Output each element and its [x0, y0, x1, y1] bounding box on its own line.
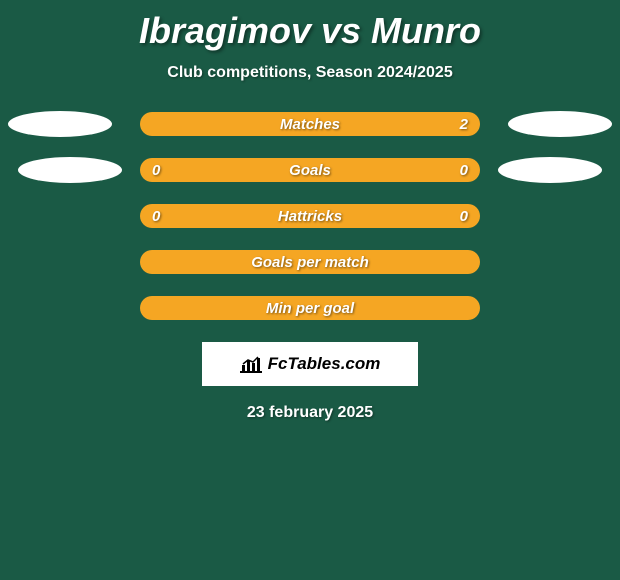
stat-label: Hattricks: [278, 208, 342, 225]
chart-icon: [240, 355, 262, 373]
logo-content: FcTables.com: [240, 354, 381, 374]
stat-bar: 0 Goals 0: [140, 158, 480, 182]
right-ellipse: [508, 111, 612, 137]
right-ellipse: [498, 157, 602, 183]
logo-text: FcTables.com: [268, 354, 381, 374]
left-ellipse: [18, 157, 122, 183]
subtitle: Club competitions, Season 2024/2025: [0, 64, 620, 82]
date-text: 23 february 2025: [0, 404, 620, 422]
logo-box: FcTables.com: [202, 342, 418, 386]
stat-label: Goals per match: [251, 254, 369, 271]
stat-bar: Matches 2: [140, 112, 480, 136]
stat-row-matches: Matches 2: [0, 112, 620, 136]
stat-label: Min per goal: [266, 300, 354, 317]
stat-label: Matches: [280, 116, 340, 133]
left-ellipse: [8, 111, 112, 137]
stat-left-value: 0: [152, 162, 160, 179]
stat-bar: 0 Hattricks 0: [140, 204, 480, 228]
stats-container: Matches 2 0 Goals 0 0 Hattricks 0 Goals …: [0, 112, 620, 320]
stat-bar: Min per goal: [140, 296, 480, 320]
stat-row-goals: 0 Goals 0: [0, 158, 620, 182]
stat-row-min-per-goal: Min per goal: [0, 296, 620, 320]
stat-right-value: 2: [460, 116, 468, 133]
stat-left-value: 0: [152, 208, 160, 225]
stat-right-value: 0: [460, 208, 468, 225]
stat-bar: Goals per match: [140, 250, 480, 274]
stat-label: Goals: [289, 162, 331, 179]
stat-row-goals-per-match: Goals per match: [0, 250, 620, 274]
page-title: Ibragimov vs Munro: [0, 0, 620, 52]
stat-right-value: 0: [460, 162, 468, 179]
stat-row-hattricks: 0 Hattricks 0: [0, 204, 620, 228]
